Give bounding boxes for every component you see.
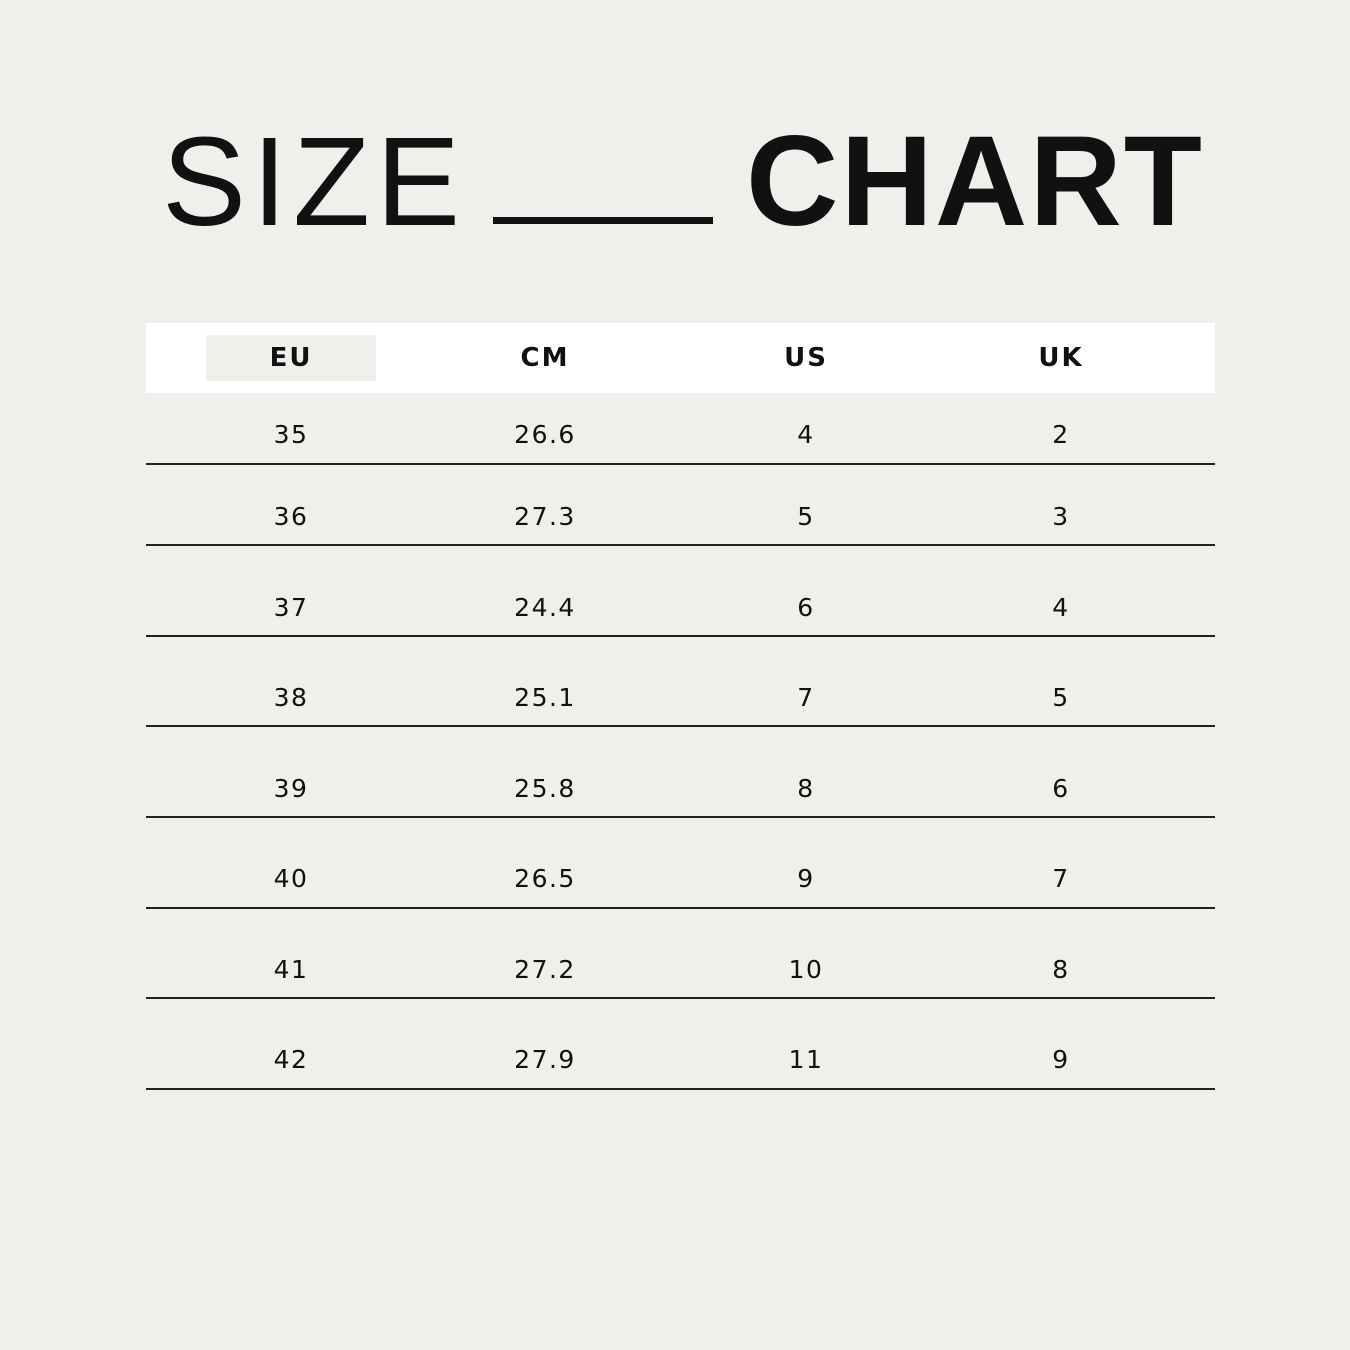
cell-cm: 27.9 xyxy=(514,1045,576,1074)
cell-eu: 37 xyxy=(273,593,309,622)
title-size: SIZE xyxy=(162,111,467,252)
title-underline-divider xyxy=(493,217,713,224)
cell-cm: 26.5 xyxy=(514,864,576,893)
row-divider xyxy=(146,907,1215,909)
cell-us: 8 xyxy=(797,774,815,803)
cell-us: 10 xyxy=(788,955,824,984)
cell-cm: 24.4 xyxy=(514,593,576,622)
cell-cm: 27.3 xyxy=(514,502,576,531)
column-header-eu: EU xyxy=(269,343,313,373)
cell-uk: 8 xyxy=(1052,955,1070,984)
column-header-us: US xyxy=(784,343,828,373)
cell-us: 6 xyxy=(797,593,815,622)
cell-eu: 38 xyxy=(273,683,309,712)
cell-eu: 42 xyxy=(273,1045,309,1074)
cell-uk: 9 xyxy=(1052,1045,1070,1074)
table-header: EU CM US UK xyxy=(146,323,1215,393)
cell-uk: 6 xyxy=(1052,774,1070,803)
cell-eu: 40 xyxy=(273,864,309,893)
column-header-uk: UK xyxy=(1038,343,1084,373)
cell-cm: 26.6 xyxy=(514,420,576,449)
row-divider xyxy=(146,635,1215,637)
row-divider xyxy=(146,463,1215,465)
cell-uk: 7 xyxy=(1052,864,1070,893)
cell-cm: 25.8 xyxy=(514,774,576,803)
cell-uk: 3 xyxy=(1052,502,1070,531)
cell-cm: 27.2 xyxy=(514,955,576,984)
cell-uk: 4 xyxy=(1052,593,1070,622)
row-divider xyxy=(146,544,1215,546)
cell-us: 7 xyxy=(797,683,815,712)
cell-us: 11 xyxy=(788,1045,824,1074)
row-divider xyxy=(146,725,1215,727)
cell-uk: 2 xyxy=(1052,420,1070,449)
cell-us: 5 xyxy=(797,502,815,531)
cell-cm: 25.1 xyxy=(514,683,576,712)
cell-uk: 5 xyxy=(1052,683,1070,712)
row-divider xyxy=(146,1088,1215,1090)
cell-eu: 36 xyxy=(273,502,309,531)
row-divider xyxy=(146,997,1215,999)
cell-us: 4 xyxy=(797,420,815,449)
title-chart: CHART xyxy=(746,110,1204,253)
cell-eu: 41 xyxy=(273,955,309,984)
row-divider xyxy=(146,816,1215,818)
cell-eu: 35 xyxy=(273,420,309,449)
column-header-cm: CM xyxy=(520,343,570,373)
cell-eu: 39 xyxy=(273,774,309,803)
eu-header-highlight xyxy=(206,335,376,381)
page-title: SIZE CHART xyxy=(0,112,1350,252)
cell-us: 9 xyxy=(797,864,815,893)
